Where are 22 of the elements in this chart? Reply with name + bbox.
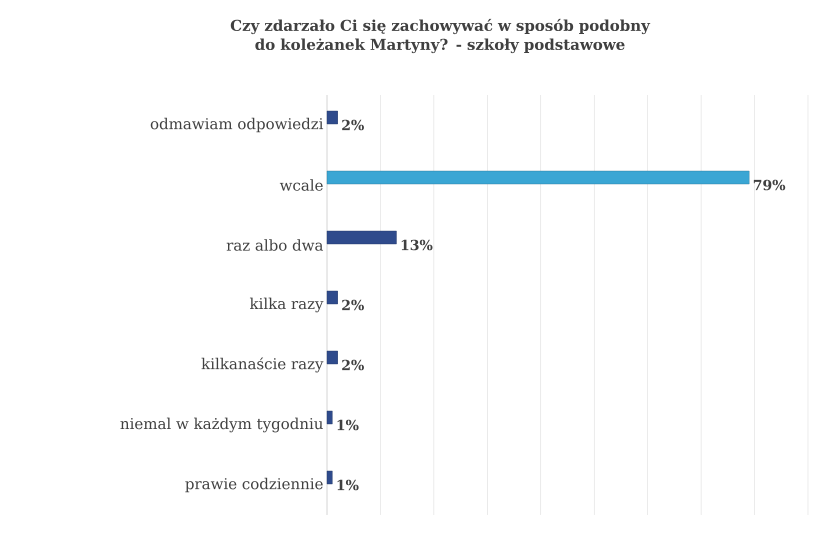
- data-label: 1%: [338, 480, 359, 490]
- data-label: 2%: [342, 360, 364, 370]
- y-tick-label: kilkanaście razy: [202, 358, 324, 372]
- y-tick-label: odmawiam odpowiedzi: [150, 118, 324, 132]
- data-label: 13%: [402, 240, 432, 250]
- chart-title: Czy zdarzało Ci się zachowywać w sposób podobny do koleżanek Martyny? - szkoły podstawowe: [230, 18, 650, 54]
- y-tick-label: prawie codziennie: [185, 478, 323, 492]
- y-tick-label: raz albo dwa: [226, 239, 324, 251]
- bar: [326, 470, 333, 484]
- bar: [326, 110, 338, 124]
- y-tick-label: kilka razy: [250, 298, 324, 312]
- bar: [326, 230, 397, 244]
- data-label: 2%: [342, 120, 364, 130]
- data-label: 1%: [338, 420, 359, 430]
- bar: [326, 170, 750, 184]
- data-label: 79%: [754, 180, 786, 190]
- bar: [326, 290, 338, 304]
- y-tick-label: niemal w każdym tygodniu: [120, 418, 323, 432]
- data-label: 2%: [342, 300, 364, 310]
- y-tick-label: wcale: [280, 179, 323, 191]
- bar: [326, 350, 338, 364]
- bar: [326, 410, 333, 424]
